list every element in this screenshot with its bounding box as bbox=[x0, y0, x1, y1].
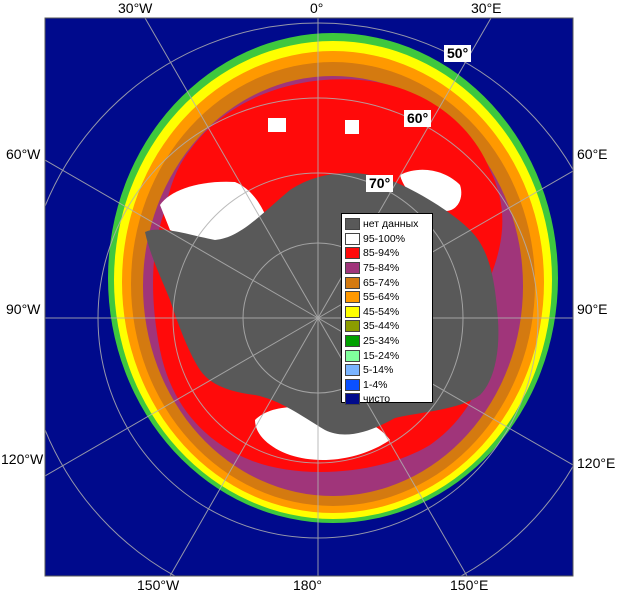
legend-label: 25-34% bbox=[363, 335, 400, 348]
lat-label-60: 60° bbox=[404, 110, 432, 127]
lon-label-30w: 30°W bbox=[118, 0, 153, 16]
legend-item: 15-24% bbox=[345, 348, 432, 363]
lon-label-60w: 60°W bbox=[6, 146, 41, 162]
legend-item: 1-4% bbox=[345, 378, 432, 393]
lon-label-60e: 60°E bbox=[577, 146, 608, 162]
map-frame bbox=[44, 17, 574, 577]
ice-full-patch bbox=[345, 120, 359, 134]
legend-item: 5-14% bbox=[345, 363, 432, 378]
legend-label: 1-4% bbox=[363, 378, 388, 391]
legend-label: 35-44% bbox=[363, 320, 400, 333]
legend-label: 5-14% bbox=[363, 364, 394, 377]
legend-label: 65-74% bbox=[363, 276, 400, 289]
lon-label-120w: 120°W bbox=[1, 451, 44, 467]
lon-label-150w: 150°W bbox=[137, 577, 180, 593]
legend-item: 55-64% bbox=[345, 290, 432, 305]
lon-label-150e: 150°E bbox=[450, 577, 489, 593]
legend-swatch bbox=[345, 218, 360, 231]
legend-label: 85-94% bbox=[363, 247, 400, 260]
legend-label: 95-100% bbox=[363, 232, 406, 245]
legend-label: нет данных bbox=[363, 218, 419, 231]
legend-item: 85-94% bbox=[345, 246, 432, 261]
lat-label-50: 50° bbox=[444, 45, 472, 62]
legend-swatch bbox=[345, 364, 360, 377]
legend-swatch bbox=[345, 378, 360, 391]
legend-item: 35-44% bbox=[345, 319, 432, 334]
lon-label-90w: 90°W bbox=[6, 301, 41, 317]
lon-label-30e: 30°E bbox=[471, 0, 502, 16]
lon-label-120e: 120°E bbox=[577, 455, 616, 471]
legend-item: 65-74% bbox=[345, 275, 432, 290]
legend-swatch bbox=[345, 276, 360, 289]
legend-swatch bbox=[345, 335, 360, 348]
legend-swatch bbox=[345, 305, 360, 318]
legend-swatch bbox=[345, 232, 360, 245]
legend-swatch bbox=[345, 262, 360, 275]
legend-swatch bbox=[345, 320, 360, 333]
lat-label-70: 70° bbox=[366, 175, 394, 192]
legend-label: 45-54% bbox=[363, 305, 400, 318]
legend-label: 75-84% bbox=[363, 262, 400, 275]
ice-full-east bbox=[400, 169, 462, 211]
lon-label-90e: 90°E bbox=[577, 301, 608, 317]
legend-swatch bbox=[345, 291, 360, 304]
legend-item: нет данных bbox=[345, 217, 432, 232]
lon-label-180: 180° bbox=[293, 577, 322, 593]
legend-label: 15-24% bbox=[363, 349, 400, 362]
ice-full-patch bbox=[268, 118, 286, 132]
legend-item: 75-84% bbox=[345, 261, 432, 276]
legend-item: 45-54% bbox=[345, 305, 432, 320]
legend-swatch bbox=[345, 349, 360, 362]
legend-swatch bbox=[345, 393, 360, 406]
concentration-legend: нет данных 95-100% 85-94% 75-84% 65-74% 55-64… bbox=[341, 213, 433, 406]
legend-item: 95-100% bbox=[345, 232, 432, 247]
legend-label: 55-64% bbox=[363, 291, 400, 304]
legend-swatch bbox=[345, 247, 360, 260]
legend-label: чисто bbox=[363, 393, 391, 406]
legend-item: 25-34% bbox=[345, 334, 432, 349]
legend-item: чисто bbox=[345, 392, 432, 407]
lon-label-0: 0° bbox=[310, 0, 324, 16]
